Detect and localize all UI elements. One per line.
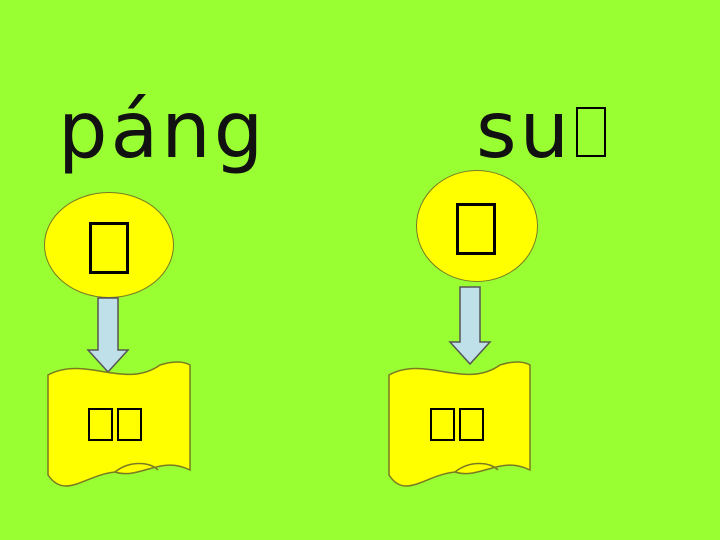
scroll-word-left (88, 408, 142, 441)
pinyin-text-right: su (476, 86, 573, 176)
missing-glyph-box (117, 408, 142, 441)
missing-glyph-box (459, 408, 484, 441)
scroll-curl-right (454, 462, 499, 473)
missing-glyph-box (88, 408, 113, 441)
character-glyph-left (89, 222, 129, 274)
missing-glyph-box (576, 107, 607, 157)
character-circle-right (416, 170, 538, 282)
pinyin-label-right: su (476, 92, 607, 170)
pinyin-label-left: páng (58, 92, 266, 170)
scroll-shape-left (47, 361, 191, 487)
down-arrow-left (86, 297, 130, 374)
missing-glyph-box (430, 408, 455, 441)
scroll-curl-left (114, 462, 159, 473)
character-glyph-right (456, 203, 496, 255)
scroll-word-right (430, 408, 484, 441)
down-arrow-right (448, 286, 492, 366)
pinyin-text-left: páng (58, 86, 267, 176)
